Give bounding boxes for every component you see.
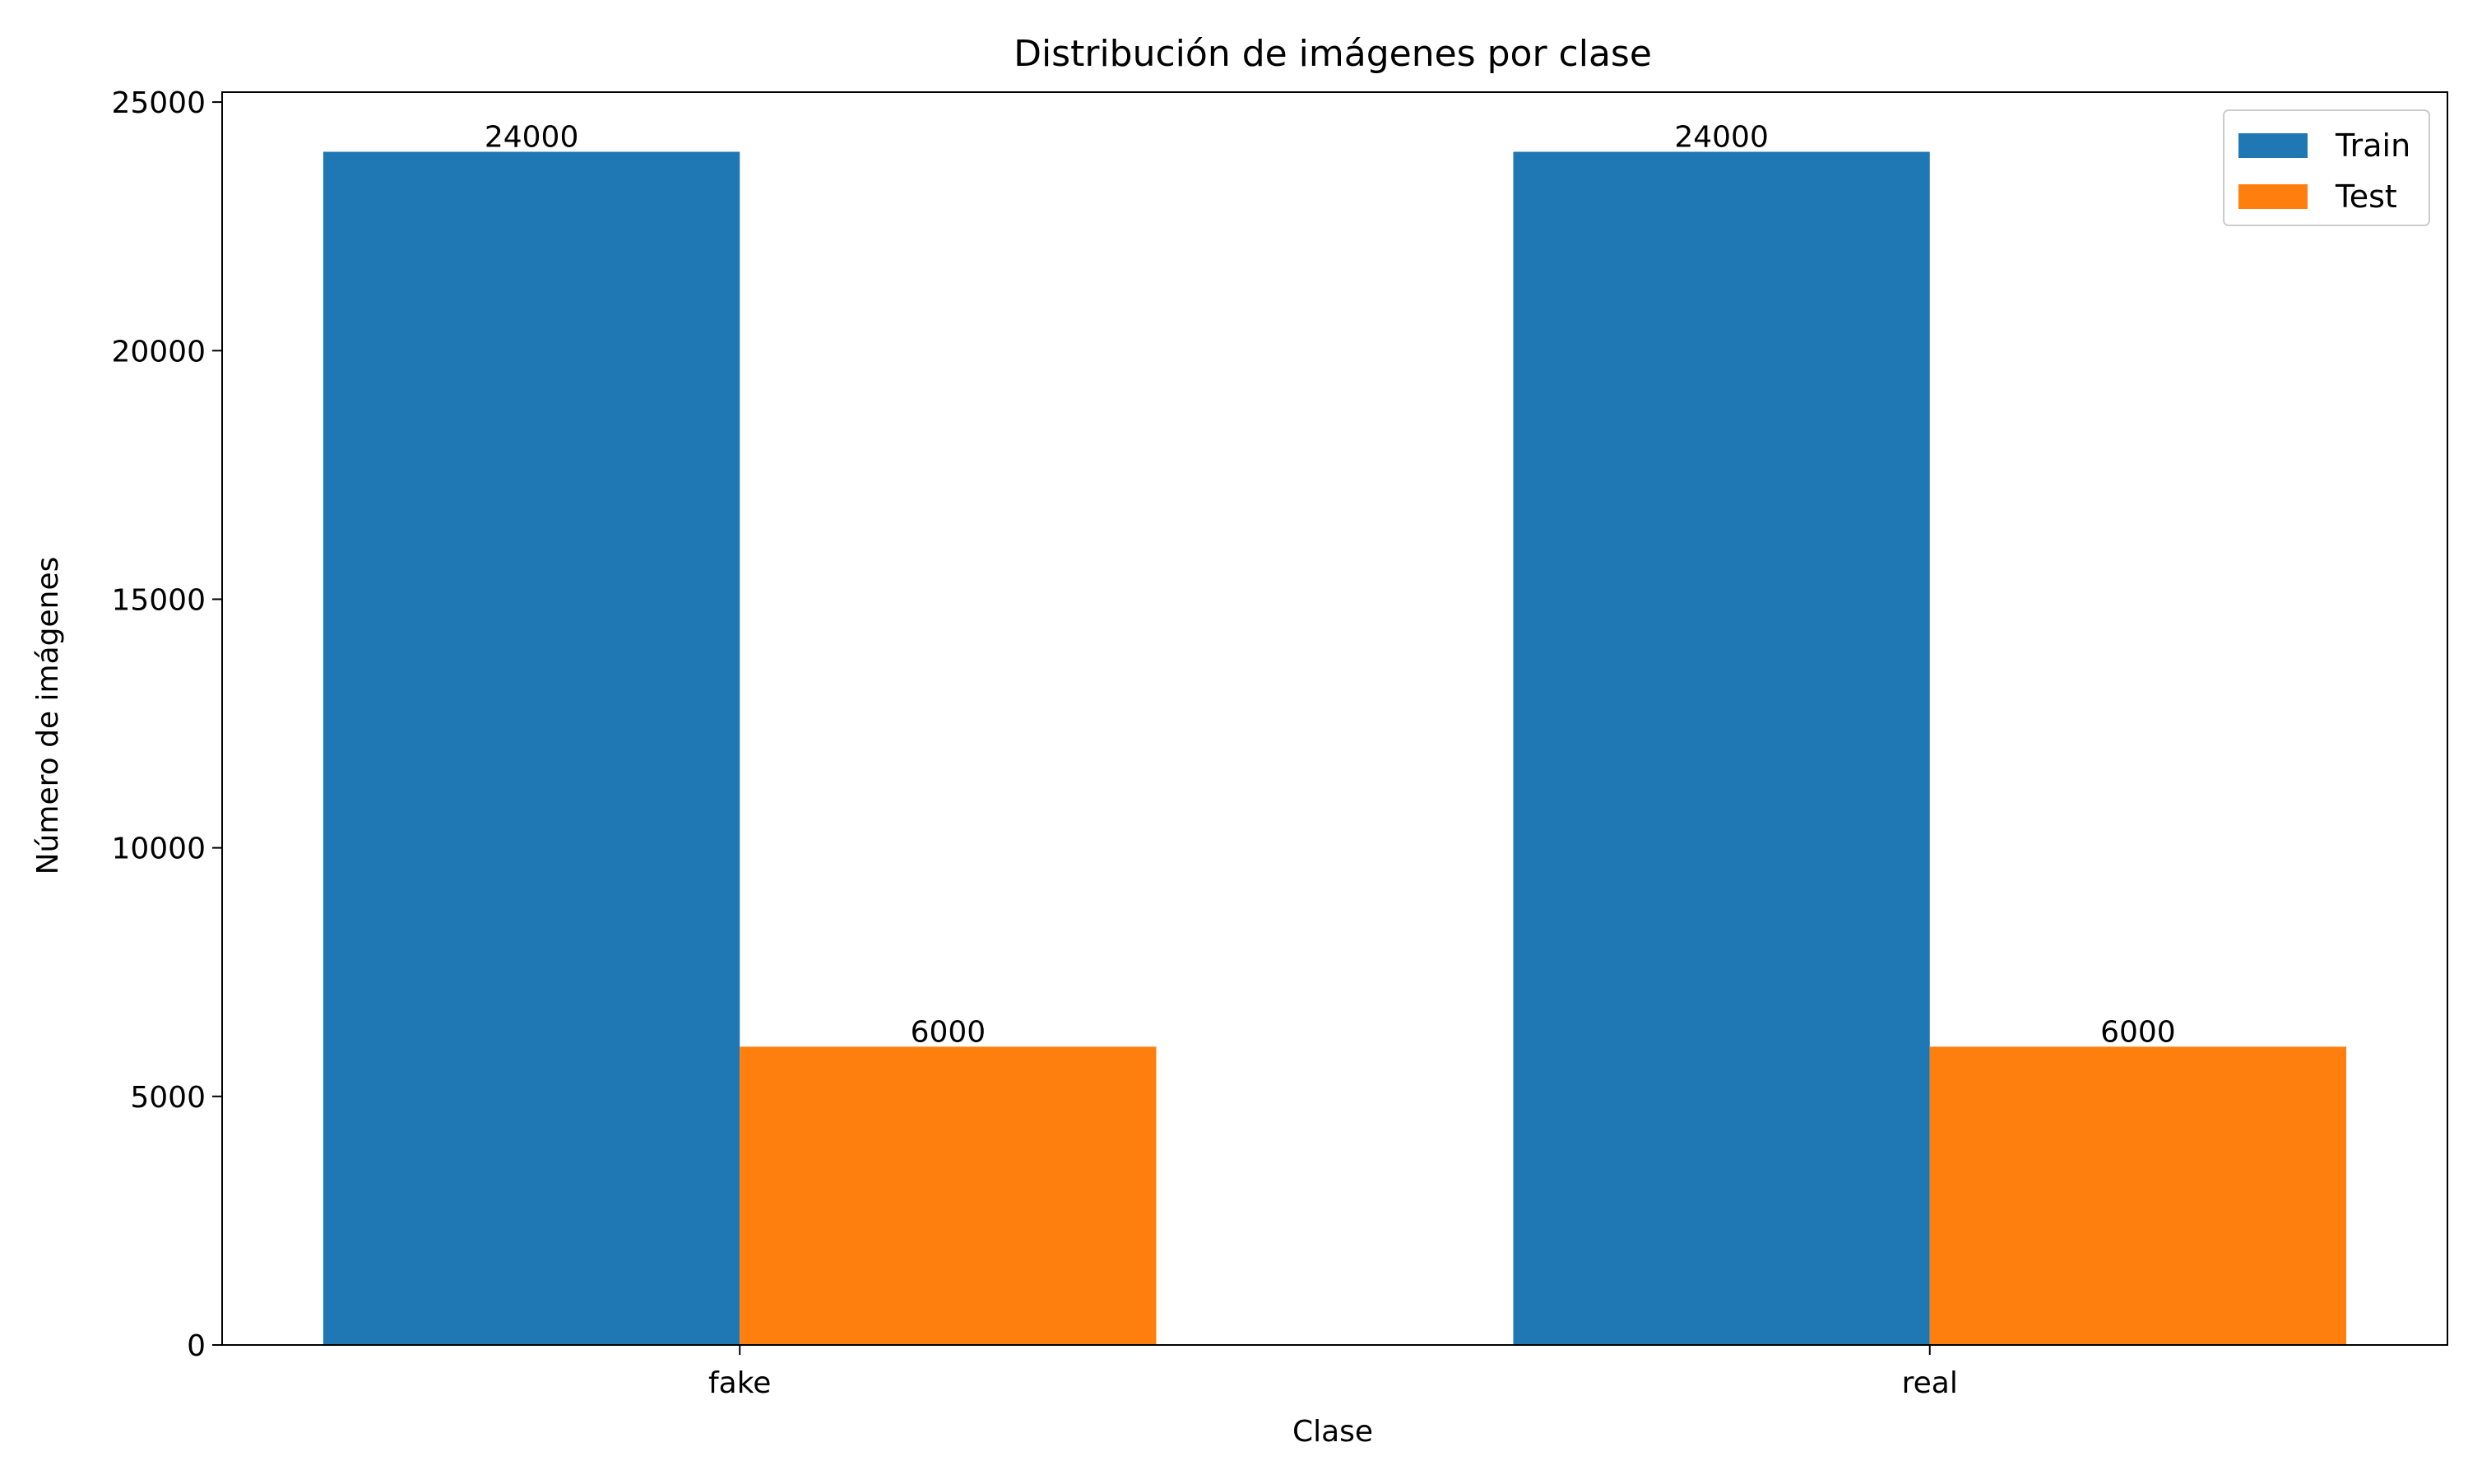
bar-value-label: 24000 xyxy=(485,121,579,155)
legend-swatch-test xyxy=(2238,184,2308,209)
legend-label-test: Test xyxy=(2335,179,2397,215)
plot-area: 24000 24000 6000 6000 xyxy=(221,91,2448,1346)
bar-test-fake xyxy=(740,1046,1157,1345)
y-tick-label: 20000 xyxy=(111,335,206,369)
x-axis-label: Clase xyxy=(1292,1415,1373,1449)
y-axis: 0 5000 10000 15000 20000 25000 xyxy=(111,86,222,1363)
y-tick-label: 10000 xyxy=(111,832,206,866)
bar-value-label: 6000 xyxy=(911,1015,986,1049)
plot-frame xyxy=(221,91,2448,1346)
bar-test-real xyxy=(1929,1046,2347,1345)
legend-label-train: Train xyxy=(2335,128,2410,164)
y-tick-label: 0 xyxy=(187,1329,206,1363)
bar-value-label: 6000 xyxy=(2100,1015,2176,1049)
bar-train-real xyxy=(1513,151,1930,1345)
x-axis: fake real xyxy=(708,1345,1958,1400)
bar-value-label: 24000 xyxy=(1674,121,1769,155)
x-tick-label: fake xyxy=(708,1366,771,1400)
legend: Train Test xyxy=(2223,109,2430,226)
bar-train-fake xyxy=(322,151,740,1345)
chart-title: Distribución de imágenes por clase xyxy=(1014,33,1652,75)
y-tick-label: 5000 xyxy=(130,1081,206,1115)
y-tick-label: 25000 xyxy=(111,86,206,120)
y-axis-label: Número de imágenes xyxy=(31,557,65,875)
legend-swatch-train xyxy=(2238,133,2308,158)
x-tick-label: real xyxy=(1902,1366,1958,1400)
y-tick-label: 15000 xyxy=(111,583,206,617)
